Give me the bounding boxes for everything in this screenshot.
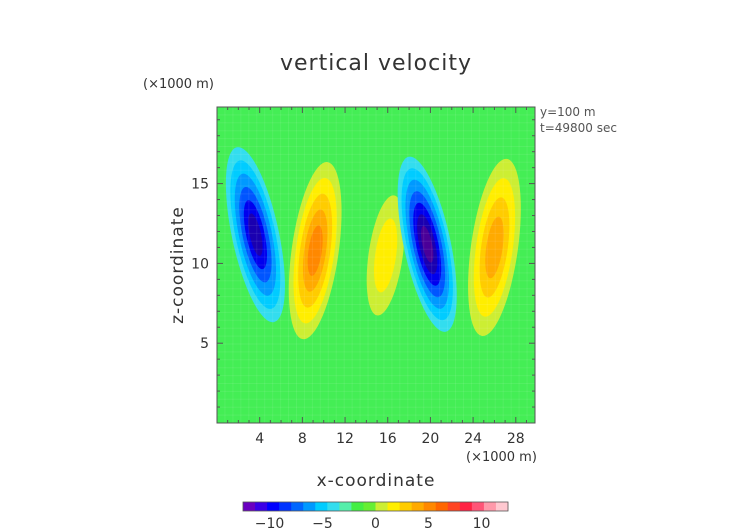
colorbar-tick-label: 10 bbox=[473, 516, 491, 532]
x-tick-label: 4 bbox=[255, 431, 264, 447]
y-axis-label: z-coordinate bbox=[168, 206, 188, 324]
colorbar-swatch bbox=[315, 502, 328, 511]
colorbar-swatch bbox=[375, 502, 389, 511]
plot-frame bbox=[216, 106, 536, 424]
colorbar-swatch bbox=[279, 502, 292, 511]
feature-0-layer-5 bbox=[248, 213, 263, 256]
time-annotation: t=49800 sec bbox=[540, 121, 617, 135]
y-axis-unit: (×1000 m) bbox=[143, 77, 214, 92]
y-axis-ticks: 5 10 15 bbox=[191, 119, 535, 408]
feature-1-layer-4 bbox=[307, 225, 323, 276]
colorbar bbox=[242, 501, 509, 512]
colorbar-tick-label: 5 bbox=[424, 516, 433, 532]
x-tick-label: 12 bbox=[336, 431, 354, 447]
colorbar-swatch bbox=[291, 502, 304, 511]
y-position-annotation: y=100 m bbox=[540, 105, 596, 119]
x-axis-unit: (×1000 m) bbox=[466, 450, 537, 465]
colorbar-swatch bbox=[303, 502, 316, 511]
colorbar-swatch bbox=[435, 502, 449, 511]
x-tick-label: 28 bbox=[507, 431, 525, 447]
colorbar-swatch bbox=[459, 502, 473, 511]
colorbar-swatch bbox=[351, 502, 364, 511]
colorbar-swatch bbox=[447, 502, 461, 511]
colorbar-swatch bbox=[495, 502, 509, 511]
colorbar-frame bbox=[242, 501, 509, 512]
y-tick-label: 5 bbox=[200, 336, 209, 352]
colorbar-tick-label: −5 bbox=[312, 516, 333, 532]
x-axis-ticks: 4 8 12 16 20 24 28 bbox=[227, 107, 527, 447]
feature-2-layer-1 bbox=[373, 218, 398, 293]
feature-3-layer-6 bbox=[421, 225, 434, 263]
colorbar-swatch bbox=[483, 502, 497, 511]
colorbar-swatch bbox=[387, 502, 401, 511]
colorbar-swatch bbox=[471, 502, 485, 511]
feature-4-layer-3 bbox=[485, 216, 504, 279]
colorbar-swatch bbox=[339, 502, 352, 511]
colorbar-swatch bbox=[399, 502, 413, 511]
colorbar-swatch bbox=[243, 502, 256, 511]
colorbar-ticks: −10 −5 0 5 10 bbox=[255, 516, 491, 532]
colorbar-swatch bbox=[327, 502, 340, 511]
colorbar-swatch bbox=[363, 502, 376, 511]
x-tick-label: 24 bbox=[464, 431, 482, 447]
x-tick-label: 8 bbox=[298, 431, 307, 447]
y-tick-label: 15 bbox=[191, 177, 209, 193]
colorbar-swatch bbox=[411, 502, 425, 511]
colorbar-swatch bbox=[423, 502, 437, 511]
x-tick-label: 20 bbox=[422, 431, 440, 447]
colorbar-tick-label: 0 bbox=[371, 516, 380, 532]
colorbar-swatch bbox=[255, 502, 268, 511]
x-axis-label: x-coordinate bbox=[317, 471, 436, 491]
colorbar-tick-label: −10 bbox=[255, 516, 285, 532]
colorbar-swatch bbox=[267, 502, 280, 511]
y-tick-label: 10 bbox=[191, 256, 209, 272]
x-tick-label: 16 bbox=[379, 431, 397, 447]
velocity-field bbox=[217, 107, 535, 423]
chart-title: vertical velocity bbox=[280, 51, 472, 76]
